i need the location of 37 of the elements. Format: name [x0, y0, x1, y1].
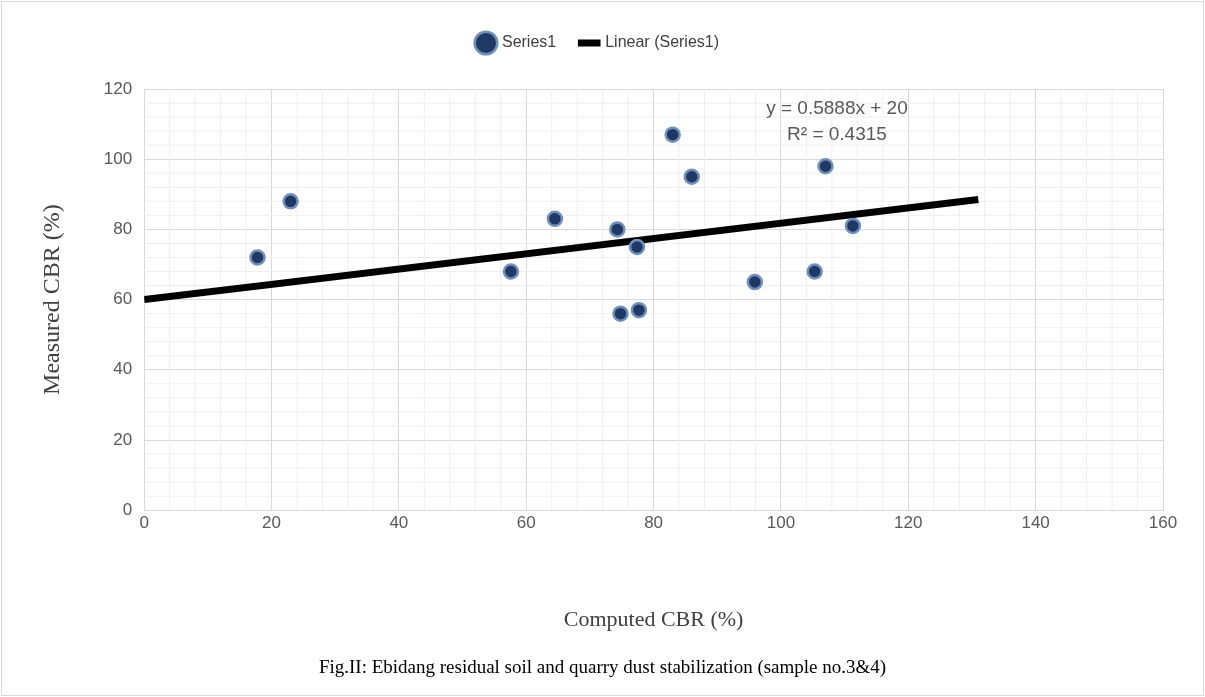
x-tick-label: 80 [644, 513, 664, 533]
point [664, 126, 681, 143]
x-tick-label: 160 [1148, 513, 1178, 533]
annotation: y = 0.5888x + 20 [766, 97, 908, 119]
y-tick-label: 20 [113, 429, 133, 449]
y-tick-label: 40 [113, 359, 133, 379]
x-tick-label: 100 [766, 513, 796, 533]
legend-label: Series1 [501, 33, 557, 51]
point [502, 263, 520, 280]
y-tick-label: 100 [103, 148, 133, 168]
y-tick-label: 80 [113, 219, 133, 239]
point [844, 217, 862, 235]
x-tick-label: 40 [389, 513, 409, 533]
y-tick-label: 0 [122, 499, 133, 519]
point [806, 263, 823, 280]
text: Fig.II: Ebidang residual soil and quarry dust stabilization (sample no.3&4) [318, 655, 887, 678]
legend-label: Linear (Series1) [605, 33, 720, 51]
point [746, 273, 764, 291]
x-tick-label: 60 [516, 513, 536, 533]
annotation: R² = 0.4315 [787, 123, 887, 145]
point [546, 210, 564, 228]
x-tick-label: 140 [1021, 513, 1050, 533]
x-tick-label: 120 [894, 513, 923, 533]
point [249, 249, 266, 266]
point [609, 221, 626, 238]
x-axis-title: Computed CBR (%) [563, 605, 744, 631]
point [630, 301, 648, 319]
y-axis-title: Measured CBR (%) [37, 204, 64, 395]
y-tick-label: 60 [113, 289, 133, 309]
point [683, 168, 701, 185]
point [612, 305, 629, 322]
point [282, 193, 299, 210]
point [817, 157, 834, 175]
x-tick-label: 20 [262, 513, 281, 533]
point [628, 238, 646, 256]
x-tick-label: 0 [139, 513, 149, 533]
y-tick-label: 120 [103, 78, 133, 98]
